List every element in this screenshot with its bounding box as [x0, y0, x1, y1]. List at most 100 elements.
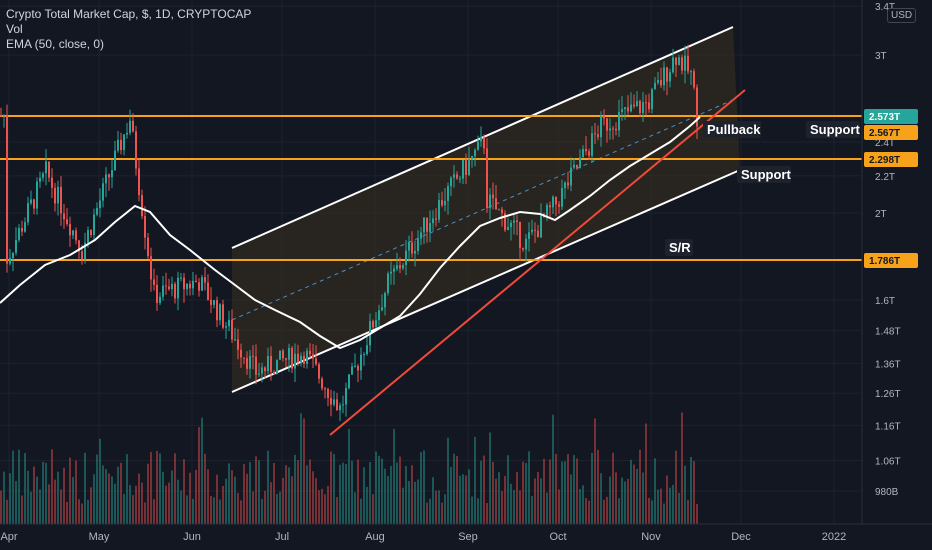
candle-body — [162, 285, 164, 297]
candle-body — [513, 220, 515, 223]
volume-bar — [645, 423, 647, 524]
candle-body — [258, 373, 260, 375]
candle-body — [15, 239, 17, 253]
volume-bar — [666, 475, 668, 524]
candle-body — [117, 139, 119, 151]
candle-body — [276, 359, 278, 375]
sr-label-bg — [665, 239, 693, 256]
candle-body — [129, 120, 131, 133]
candle-body — [501, 209, 503, 214]
candle-body — [54, 187, 56, 204]
volume-bar — [270, 482, 272, 524]
candle-body — [147, 237, 149, 257]
candle-body — [342, 404, 344, 406]
volume-bar — [219, 499, 221, 524]
volume-bar — [564, 461, 566, 524]
volume-bar — [294, 454, 296, 524]
price-tick-label: 1.26T — [875, 389, 901, 400]
volume-bar — [480, 460, 482, 524]
candle-body — [555, 196, 557, 205]
candle-body — [174, 283, 176, 299]
volume-bar — [585, 498, 587, 524]
candle-body — [270, 356, 272, 372]
candle-body — [336, 399, 338, 411]
candle-body — [216, 300, 218, 321]
volume-bar — [24, 453, 26, 524]
candle-body — [405, 250, 407, 265]
price-tick-label: 1.48T — [875, 326, 901, 337]
candle-body — [330, 397, 332, 405]
volume-bar — [156, 450, 158, 524]
candle-body — [207, 282, 209, 300]
candle-body — [108, 174, 110, 178]
volume-bar — [396, 462, 398, 524]
candle-body — [399, 265, 401, 269]
candle-body — [159, 296, 161, 303]
candle-body — [177, 277, 179, 299]
volume-bar — [147, 463, 149, 524]
volume-bar — [474, 436, 476, 524]
candle-body — [228, 319, 230, 327]
currency-badge[interactable]: USD — [887, 8, 917, 23]
volume-bar — [561, 461, 563, 524]
candle-body — [81, 251, 83, 260]
volume-bar — [486, 502, 488, 524]
volume-bar — [45, 462, 47, 524]
candle-body — [246, 357, 248, 369]
time-tick-label: Oct — [549, 531, 566, 543]
volume-bar — [483, 455, 485, 524]
time-tick-label: Apr — [0, 531, 17, 543]
volume-bar — [600, 473, 602, 524]
volume-bar — [528, 451, 530, 524]
volume-bar — [21, 495, 23, 524]
volume-bar — [141, 482, 143, 524]
candle-body — [321, 378, 323, 389]
volume-bar — [345, 464, 347, 524]
candle-body — [483, 137, 485, 149]
time-tick-label: 2022 — [822, 531, 846, 543]
candle-body — [690, 71, 692, 73]
volume-bar — [399, 456, 401, 524]
price-tick-labels: 3.4T 3T 2.4T 2.2T 2T 1.6T 1.48T 1.36T 1.26T 1.16T… — [875, 2, 901, 498]
volume-bar — [42, 461, 44, 524]
candle-body — [591, 133, 593, 156]
volume-bar — [675, 450, 677, 524]
candle-body — [180, 277, 182, 279]
volume-bar — [435, 490, 437, 524]
volume-bar — [150, 451, 152, 524]
candle-body — [237, 339, 239, 350]
volume-bar — [417, 479, 419, 524]
candle-body — [303, 355, 305, 364]
candle-body — [612, 128, 614, 130]
volume-bar — [648, 497, 650, 524]
volume-bar — [591, 452, 593, 524]
candle-body — [96, 208, 98, 215]
volume-bar — [603, 499, 605, 524]
ema-legend[interactable]: EMA (50, close, 0) — [6, 37, 105, 51]
candle-body — [528, 232, 530, 239]
volume-bar — [366, 486, 368, 524]
time-axis[interactable] — [0, 524, 932, 550]
support-label-2: Support — [741, 167, 791, 182]
candle-body — [306, 350, 308, 364]
volume-bar — [555, 453, 557, 524]
candle-body — [519, 221, 521, 248]
price-tick-label: 3T — [875, 51, 887, 62]
symbol-title[interactable]: Crypto Total Market Cap, $, 1D, CRYPTOCA… — [6, 7, 252, 21]
volume-legend[interactable]: Vol — [6, 22, 23, 36]
volume-bar — [120, 462, 122, 524]
candle-body — [489, 194, 491, 209]
volume-bar — [351, 460, 353, 524]
candle-body — [624, 107, 626, 110]
volume-bar — [318, 490, 320, 524]
price-tick-label: 1.36T — [875, 359, 901, 370]
candle-body — [558, 204, 560, 207]
volume-bar — [621, 477, 623, 524]
volume-bar — [672, 484, 674, 524]
volume-bar — [231, 470, 233, 524]
candle-body — [204, 277, 206, 283]
volume-bar — [261, 498, 263, 524]
candle-body — [579, 157, 581, 168]
candle-body — [123, 134, 125, 151]
